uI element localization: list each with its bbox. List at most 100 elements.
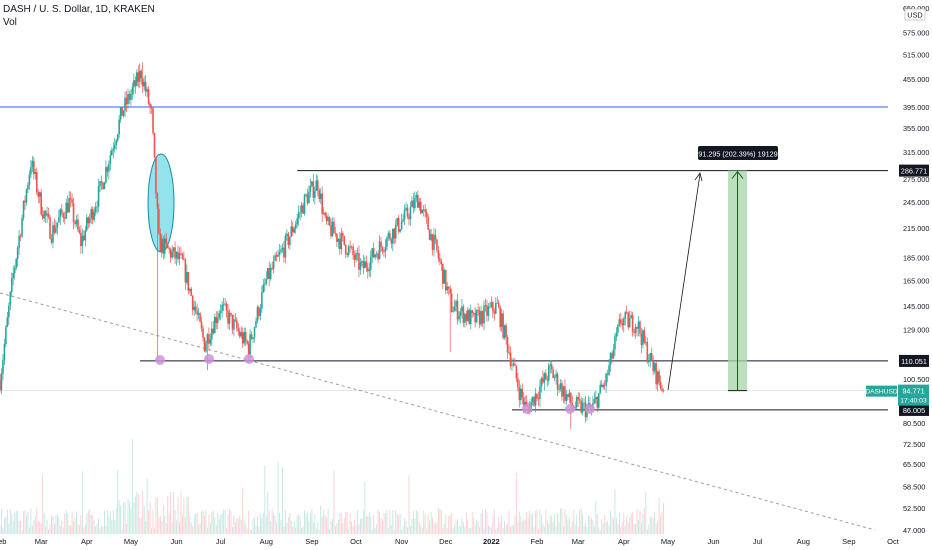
volume-bar — [179, 522, 180, 534]
volume-bar — [159, 515, 161, 534]
candle — [574, 401, 577, 411]
candle — [511, 357, 513, 371]
volume-bar — [582, 513, 584, 534]
volume-bar — [126, 523, 127, 534]
candle — [369, 250, 372, 278]
volume-bar — [629, 517, 631, 534]
price-tick-label: 65.500 — [903, 460, 925, 469]
candle — [612, 343, 615, 360]
volume-bar — [573, 509, 575, 534]
candle — [628, 310, 631, 328]
candle — [393, 227, 396, 245]
candle — [205, 340, 207, 353]
volume-label: Vol — [3, 17, 17, 28]
volume-bar — [348, 529, 350, 534]
candle — [472, 311, 475, 317]
candle — [434, 229, 437, 245]
candle — [78, 226, 81, 235]
volume-bar — [487, 525, 489, 534]
candle — [291, 221, 294, 236]
volume-bar — [443, 523, 445, 534]
volume-bar — [560, 508, 561, 534]
candle — [421, 209, 424, 214]
volume-bar — [171, 522, 173, 534]
candle — [446, 281, 449, 294]
volume-bar — [502, 528, 504, 534]
candle — [113, 137, 116, 153]
svg-text:86.005: 86.005 — [903, 406, 925, 415]
candle — [259, 303, 262, 321]
candle — [287, 231, 290, 249]
candle — [396, 217, 399, 227]
candle — [296, 213, 298, 228]
volume-bar — [165, 522, 167, 534]
candle — [216, 311, 219, 330]
candle — [236, 316, 238, 332]
candle — [230, 312, 232, 317]
volume-bar — [543, 527, 545, 534]
candle — [405, 202, 407, 211]
volume-bar — [193, 515, 195, 534]
volume-bar — [231, 527, 233, 534]
volume-bar — [227, 514, 229, 534]
volume-bar — [398, 515, 400, 534]
candle — [503, 324, 506, 340]
volume-bar — [476, 519, 478, 534]
candle — [194, 301, 197, 315]
candle — [546, 375, 549, 387]
candle — [456, 294, 459, 325]
candle — [272, 255, 275, 274]
volume-bar — [195, 513, 197, 534]
volume-bar — [645, 491, 647, 534]
candle — [27, 181, 29, 193]
candle — [562, 385, 565, 404]
candle — [415, 192, 418, 203]
candle — [428, 228, 431, 241]
currency-badge: USD — [904, 8, 926, 21]
candle — [328, 216, 331, 227]
volume-bar — [26, 515, 27, 534]
candle — [467, 307, 469, 322]
candle — [96, 200, 98, 215]
candle — [512, 358, 515, 368]
candle — [324, 211, 326, 219]
volume-bar — [626, 516, 628, 534]
volume-bar — [521, 520, 523, 534]
price-tick-label: 515.000 — [903, 50, 929, 59]
volume-bar — [532, 512, 534, 534]
price-tick-label: 215.000 — [903, 224, 929, 233]
candle — [521, 383, 524, 405]
volume-bar — [208, 515, 210, 534]
volume-bar — [437, 508, 439, 534]
price-tick-label: 129.000 — [903, 325, 929, 334]
candle — [374, 253, 376, 260]
price-tick-label: 145.000 — [903, 302, 929, 311]
volume-bar — [445, 514, 447, 534]
volume-bar — [336, 523, 338, 534]
time-axis[interactable]: Feb Mar Apr May Jun Jul Aug Sep Oct Nov Dec 2022 Feb… — [0, 534, 932, 550]
candle — [308, 185, 310, 204]
candle — [355, 250, 357, 263]
candle — [531, 396, 534, 406]
volume-bar — [173, 491, 175, 534]
candle — [417, 190, 419, 208]
candle — [515, 365, 518, 383]
volume-bar — [286, 522, 288, 534]
candle — [186, 264, 188, 285]
candle — [339, 231, 341, 255]
volume-bar — [384, 513, 386, 534]
volume-bar — [464, 526, 466, 534]
volume-bar — [242, 488, 244, 534]
volume-bar — [254, 517, 255, 534]
time-tick-label: Aug — [260, 537, 273, 546]
volume-bar — [515, 473, 517, 534]
candle — [514, 357, 516, 366]
volume-bar — [598, 527, 600, 534]
price-axis[interactable]: 47.000 52.500 58.500 65.500 72.500 80.500 100.… — [865, 0, 932, 550]
candle — [180, 246, 182, 256]
volume-bar — [540, 515, 542, 534]
volume-bar — [373, 514, 375, 534]
volume-bar — [404, 518, 406, 534]
volume-bar — [2, 527, 4, 534]
